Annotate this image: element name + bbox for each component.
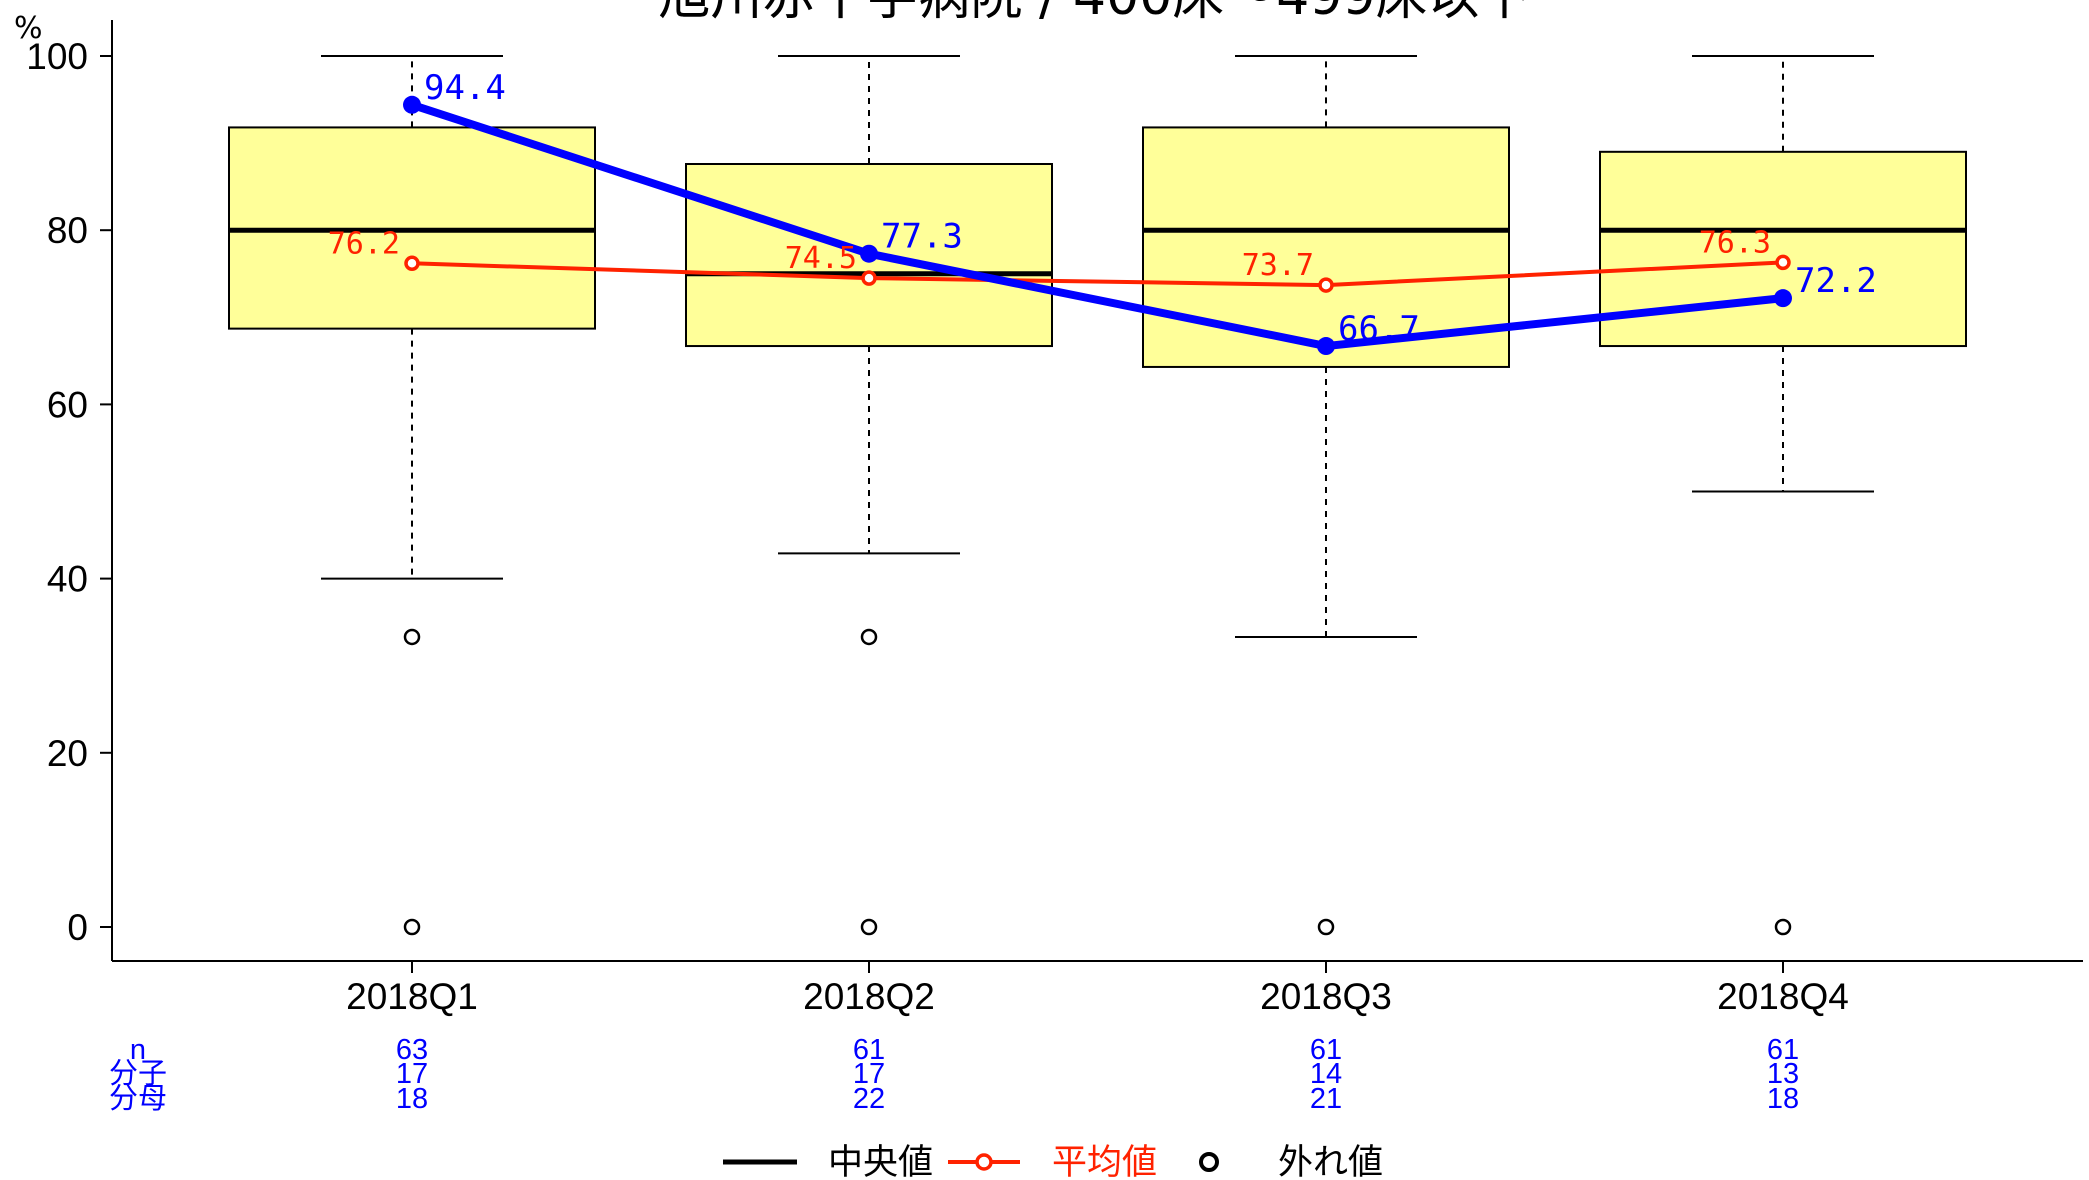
- legend: 中央値 平均値 外れ値: [723, 1143, 1383, 1180]
- x-axis-ticks: 2018Q1 2018Q2 2018Q3 2018Q4: [346, 961, 1849, 1017]
- count-row-label: 分母: [109, 1083, 167, 1115]
- count-cell: 21: [1310, 1083, 1342, 1115]
- outlier-point: [1774, 918, 1792, 936]
- outlier-point: [860, 918, 878, 936]
- outlier-point: [403, 628, 421, 646]
- chart-title: 旭川赤十字病院 / 400床～499床以下: [658, 0, 1531, 27]
- hospital-value-label: 72.2: [1795, 261, 1877, 301]
- iqr-box: [1142, 126, 1510, 368]
- mean-value-label: 76.3: [1699, 225, 1771, 260]
- count-cell: 17: [396, 1058, 428, 1090]
- legend-outlier-label: 外れ値: [1278, 1143, 1383, 1180]
- mean-point: [861, 270, 877, 286]
- count-cell: 61: [853, 1034, 885, 1066]
- mean-point: [1318, 277, 1334, 293]
- legend-median-label: 中央値: [828, 1143, 933, 1180]
- y-tick-label: 60: [47, 384, 88, 425]
- y-tick-label: 100: [26, 36, 88, 77]
- count-cell: 18: [1767, 1083, 1799, 1115]
- x-tick-label: 2018Q2: [803, 976, 935, 1017]
- mean-line: [411, 260, 1784, 288]
- y-tick-label: 80: [47, 210, 88, 251]
- iqr-box: [1599, 150, 1967, 348]
- x-tick-label: 2018Q4: [1717, 976, 1849, 1017]
- mean-point: [1775, 254, 1791, 271]
- y-axis-ticks: 0 20 40 60 80 100: [26, 36, 112, 948]
- counts-table: n 63 61 61 61 分子 17 17 14 13 分母 18 22 21 18: [109, 1034, 1799, 1115]
- y-tick-label: 0: [67, 907, 88, 948]
- y-unit-label: %: [14, 11, 43, 46]
- hospital-value-point: [860, 244, 878, 263]
- x-tick-label: 2018Q3: [1260, 976, 1392, 1017]
- legend-outlier-icon: [1199, 1152, 1219, 1172]
- count-row-label: n: [130, 1034, 146, 1066]
- y-tick-label: 40: [47, 559, 88, 600]
- series-lines: 76.2 74.5 73.7 76.3 94.4 77.3 66.7 72.2: [328, 68, 1877, 356]
- hospital-value-label: 94.4: [424, 68, 506, 108]
- mean-value-label: 73.7: [1242, 248, 1314, 283]
- outlier-point: [860, 628, 878, 646]
- outlier-point: [1317, 918, 1335, 936]
- mean-value-label: 76.2: [328, 226, 400, 261]
- count-cell: 14: [1310, 1058, 1342, 1090]
- count-cell: 22: [853, 1083, 885, 1115]
- count-cell: 61: [1310, 1034, 1342, 1066]
- y-tick-label: 20: [47, 733, 88, 774]
- hospital-value-point: [1317, 337, 1335, 356]
- count-cell: 63: [396, 1034, 428, 1066]
- hospital-value-point: [403, 95, 421, 114]
- legend-mean-marker: [975, 1153, 993, 1171]
- legend-mean-label: 平均値: [1052, 1143, 1157, 1180]
- hospital-value-label: 77.3: [881, 217, 963, 257]
- hospital-value-label: 66.7: [1338, 309, 1420, 349]
- outlier-point: [403, 918, 421, 936]
- mean-point: [404, 255, 420, 272]
- mean-value-label: 74.5: [785, 241, 857, 276]
- count-cell: 61: [1767, 1034, 1799, 1066]
- count-cell: 18: [396, 1083, 428, 1115]
- count-row-label: 分子: [109, 1058, 167, 1090]
- hospital-value-line: [410, 100, 1784, 351]
- x-tick-label: 2018Q1: [346, 976, 478, 1017]
- count-cell: 13: [1767, 1058, 1799, 1090]
- count-cell: 17: [853, 1058, 885, 1090]
- box-group: [228, 55, 1967, 936]
- hospital-value-point: [1774, 289, 1792, 308]
